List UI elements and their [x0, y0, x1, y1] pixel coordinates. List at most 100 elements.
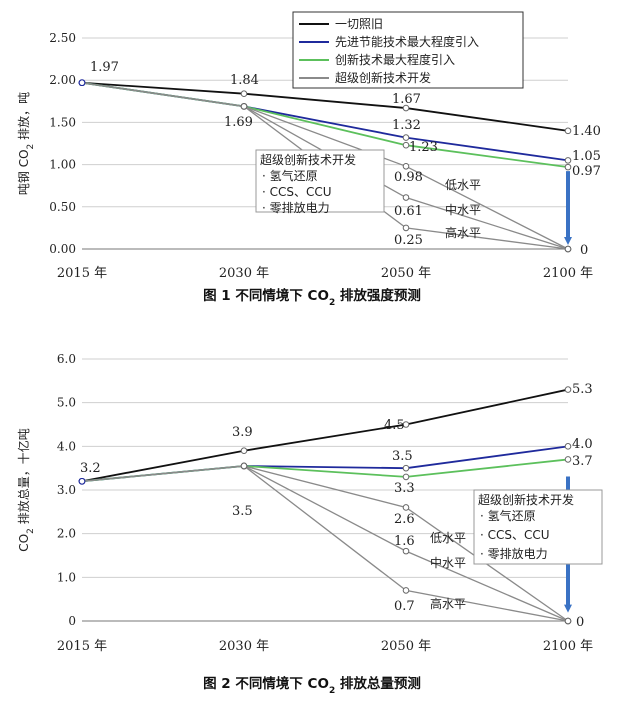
- series-point: [402, 224, 410, 232]
- series-point: [564, 386, 572, 393]
- series-point: [564, 163, 572, 171]
- figure-caption: 图 1 不同情境下 CO2 排放强度预测: [203, 287, 421, 308]
- series-line: [81, 81, 569, 162]
- y-tick-label: 4.0: [57, 439, 76, 453]
- series-point: [402, 587, 410, 594]
- x-tick-label: 2030 年: [219, 266, 269, 281]
- data-label: 1.40: [572, 124, 601, 139]
- series-group: [78, 386, 572, 625]
- y-tick-label: 2.0: [57, 527, 76, 541]
- series-point: [564, 127, 572, 135]
- data-label: 3.7: [572, 454, 593, 469]
- y-axis-label: CO2 排放总量，十亿吨: [16, 428, 36, 551]
- data-label: 3.3: [394, 481, 415, 496]
- series-point: [402, 162, 410, 170]
- data-label: 0.61: [394, 204, 423, 219]
- level-label: 高水平: [445, 225, 481, 240]
- series-point: [402, 134, 410, 141]
- y-tick-label: 0.50: [49, 200, 76, 214]
- data-label: 4.0: [572, 437, 593, 452]
- data-label: 1.23: [409, 140, 438, 155]
- series-point: [240, 90, 248, 98]
- annotation-item: · CCS、CCU: [262, 185, 332, 199]
- data-label: 0: [576, 615, 584, 630]
- data-label: 1.84: [230, 73, 259, 88]
- level-label: 低水平: [445, 178, 481, 192]
- y-tick-label: 3.0: [57, 483, 76, 497]
- y-tick-label: 2.50: [49, 31, 76, 45]
- data-label: 0.97: [572, 164, 601, 179]
- series-point: [402, 194, 410, 201]
- x-tick-label: 2050 年: [381, 266, 431, 281]
- y-tick-label: 1.0: [57, 570, 76, 584]
- data-label: 0.25: [394, 233, 423, 248]
- data-label: 1.67: [392, 92, 421, 107]
- chart-2: 0 1.0 2.0 3.0 4.0 5.0 6.0 2015 年 2030 年 2050 年 210…: [16, 352, 603, 696]
- series-point: [564, 617, 572, 625]
- legend-label: 创新技术最大程度引入: [335, 52, 455, 67]
- series-group: [78, 79, 572, 253]
- series-point: [564, 157, 572, 164]
- series-point: [402, 104, 410, 112]
- series-point: [402, 141, 410, 149]
- data-label: 3.2: [80, 461, 101, 476]
- y-tick-label: 5.0: [57, 396, 76, 410]
- series-line: [81, 388, 569, 483]
- annotation-box: [473, 489, 603, 565]
- series-point: [78, 79, 86, 87]
- x-tick-label: 2015 年: [57, 639, 107, 654]
- data-label: 4.5: [384, 418, 405, 433]
- series-line: [81, 81, 569, 132]
- series-point: [402, 504, 410, 511]
- series-line: [81, 458, 569, 483]
- level-label: 高水平: [430, 596, 466, 611]
- data-label: 3.9: [232, 425, 253, 440]
- chart-1: 0.00 0.50 1.00 1.50 2.00 2.50 2015 年 2030 年 2050…: [16, 11, 601, 308]
- data-label: 1.32: [392, 118, 421, 133]
- series-point: [78, 477, 86, 485]
- y-tick-label: 1.50: [49, 115, 76, 129]
- y-tick-label: 1.00: [49, 158, 76, 172]
- data-label: 1.69: [224, 115, 253, 130]
- legend-box: [292, 11, 524, 89]
- data-label: 5.3: [572, 382, 593, 397]
- series-line: [81, 465, 569, 622]
- x-tick-label: 2100 年: [543, 266, 593, 281]
- series-point: [402, 473, 410, 481]
- data-label: 3.5: [232, 504, 253, 519]
- annotation-item: · 氢气还原: [262, 168, 318, 183]
- data-label: 0: [580, 243, 588, 258]
- x-tick-label: 2030 年: [219, 639, 269, 654]
- series-line: [81, 445, 569, 483]
- series-point: [564, 456, 572, 463]
- x-tick-label: 2100 年: [543, 639, 593, 654]
- y-tick-label: 0.00: [49, 242, 76, 256]
- series-point: [564, 443, 572, 450]
- series-point: [240, 103, 248, 110]
- figure-caption: 图 2 不同情境下 CO2 排放总量预测: [203, 675, 421, 696]
- series-point: [564, 245, 572, 253]
- data-label: 2.6: [394, 512, 415, 527]
- annotation-item: · CCS、CCU: [480, 528, 550, 542]
- data-label: 0.98: [394, 170, 423, 185]
- data-label: 1.97: [90, 60, 119, 75]
- level-label: 中水平: [445, 202, 481, 217]
- level-label: 中水平: [430, 555, 466, 570]
- annotation-item: · 零排放电力: [480, 546, 548, 561]
- x-tick-label: 2015 年: [57, 266, 107, 281]
- annotation-box: [255, 149, 385, 213]
- series-point: [240, 447, 248, 454]
- legend-label: 先进节能技术最大程度引入: [335, 34, 479, 49]
- y-tick-label: 6.0: [57, 352, 76, 366]
- data-label: 1.05: [572, 149, 601, 164]
- data-label: 3.5: [392, 449, 413, 464]
- data-label: 1.6: [394, 534, 415, 549]
- legend-label: 超级创新技术开发: [335, 70, 431, 85]
- annotation-item: · 氢气还原: [480, 508, 536, 523]
- annotation-title: 超级创新技术开发: [260, 152, 356, 167]
- y-axis-label: 吨钢 CO2 排放，吨: [16, 92, 36, 195]
- y-tick-label: 0: [68, 614, 76, 628]
- level-label: 低水平: [430, 531, 466, 545]
- annotation-title: 超级创新技术开发: [478, 492, 574, 507]
- x-tick-label: 2050 年: [381, 639, 431, 654]
